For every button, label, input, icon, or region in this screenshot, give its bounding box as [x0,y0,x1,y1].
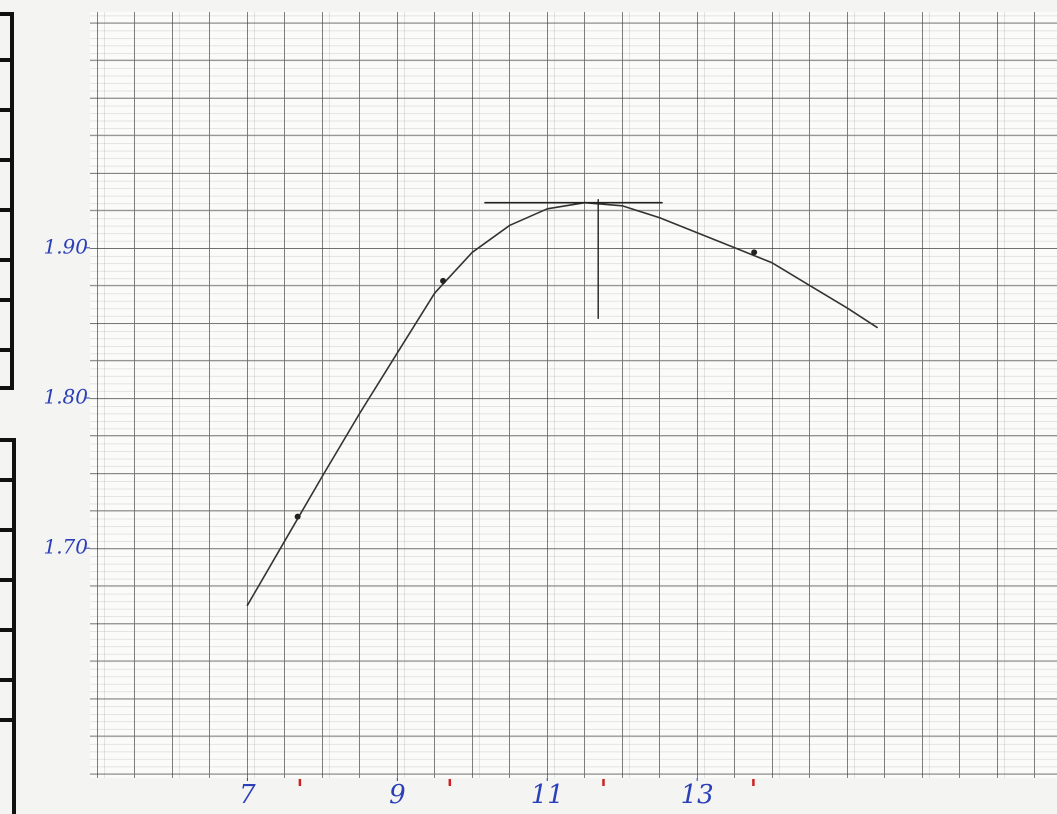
y-tick-label: 1.80 [43,385,88,409]
y-tick-label: 1.90 [43,234,88,258]
page: {"chart_data": { "type": "line", "x": [7… [0,0,1057,814]
point [440,278,446,284]
point [295,514,301,520]
x-tick-label: 13 [681,780,714,810]
chart: 1.70 1.80 1.90 7 9 11 13 [0,0,1057,814]
x-tick-label: 7 [239,780,256,810]
point [751,249,757,255]
x-tick-label: 11 [531,780,564,810]
graph-paper-grid [90,12,1057,778]
y-tick-label: 1.70 [43,535,88,559]
x-tick-label: 9 [389,780,406,810]
